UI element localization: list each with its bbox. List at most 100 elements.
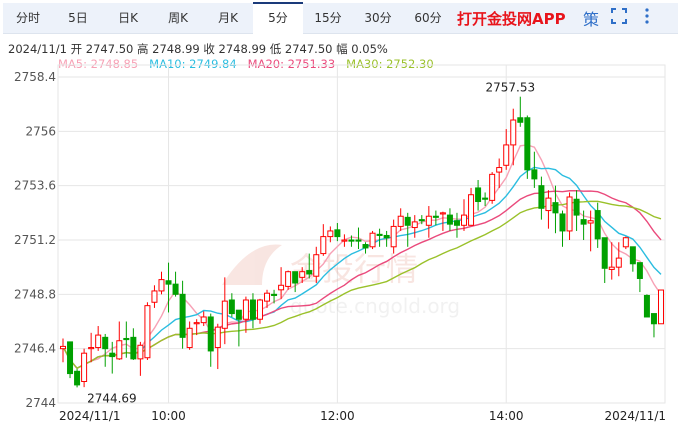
candle-body — [278, 284, 285, 291]
y-tick-label: 2756 — [25, 124, 56, 138]
candle-body — [552, 202, 559, 214]
candle-body — [531, 169, 538, 180]
ma10-line — [62, 166, 662, 370]
y-axis: 2758.4 2756 2753.6 2751.2 2748.8 2746.4 2744 — [14, 70, 56, 410]
candle-body — [475, 187, 482, 203]
candle — [348, 235, 355, 247]
candle — [362, 242, 369, 254]
candle-body — [116, 340, 123, 360]
candle — [601, 237, 608, 284]
candle — [95, 326, 102, 351]
candle-body — [130, 336, 137, 360]
candle-body — [320, 236, 327, 255]
candle-body — [643, 294, 650, 318]
candle-body — [658, 289, 664, 325]
fullscreen-icon[interactable] — [605, 8, 633, 28]
candle — [411, 215, 418, 238]
tab-weekly-k[interactable]: 周K — [168, 10, 188, 25]
tab-5min[interactable]: 5分 — [253, 2, 303, 34]
candle — [158, 271, 165, 295]
watermark: 金投行情 quote.cngold.org — [222, 244, 460, 318]
candle — [580, 210, 587, 240]
x-tick-label: 12:00 — [320, 409, 355, 423]
candle-body — [362, 244, 369, 249]
candle-body — [594, 210, 601, 240]
candle — [545, 190, 552, 229]
candle — [608, 242, 615, 280]
x-axis: 2024/11/1 10:00 12:00 14:00 2024/11/1 — [59, 409, 666, 423]
candle-body — [622, 237, 629, 248]
candle-body — [545, 197, 552, 212]
candle — [292, 271, 299, 293]
tab-fenshi[interactable]: 分时 — [15, 10, 40, 25]
candle — [468, 187, 475, 226]
candle-body — [524, 117, 531, 171]
candle-body — [235, 309, 242, 320]
tab-daily-k[interactable]: 日K — [118, 10, 138, 25]
candle-body — [200, 316, 207, 324]
candle — [355, 227, 362, 250]
candle — [327, 226, 334, 243]
candle-body — [566, 196, 573, 232]
candle — [341, 234, 348, 247]
candle — [116, 321, 123, 360]
candle — [383, 230, 390, 247]
candle — [67, 341, 74, 379]
candle-body — [383, 234, 390, 239]
tab-monthly-k[interactable]: 月K — [218, 10, 238, 25]
tab-5day[interactable]: 5日 — [68, 10, 88, 25]
open-app-link[interactable]: 打开金投网APP — [457, 9, 566, 28]
max-label: 2757.53 — [485, 81, 535, 95]
candle — [503, 129, 510, 170]
candle-body — [327, 230, 334, 238]
candle-body — [95, 334, 102, 349]
candle-body — [580, 219, 587, 225]
candle-body — [650, 313, 657, 325]
candle-body — [629, 246, 636, 265]
candle-body — [517, 117, 524, 123]
candle-body — [615, 257, 622, 268]
candle — [369, 230, 376, 250]
change-value: 0.05% — [351, 42, 388, 56]
candle — [88, 332, 95, 363]
watermark-cn: 金投行情 — [290, 250, 418, 288]
tab-60min[interactable]: 60分 — [414, 10, 442, 25]
high-value: 2748.99 — [152, 42, 200, 56]
candle — [510, 108, 517, 166]
candle — [489, 172, 496, 204]
candle-body — [446, 214, 453, 225]
candle-body — [151, 290, 158, 303]
candle — [531, 151, 538, 188]
candle — [622, 236, 629, 250]
candle-body — [221, 300, 228, 329]
more-vertical-icon[interactable] — [633, 8, 661, 28]
candle — [123, 321, 130, 358]
candle — [446, 208, 453, 231]
candle-body — [88, 347, 95, 350]
tab-30min[interactable]: 30分 — [364, 10, 392, 25]
candle — [559, 210, 566, 247]
candle-body — [264, 292, 271, 302]
candle — [320, 224, 327, 256]
watermark-url: quote.cngold.org — [290, 294, 460, 318]
candle-body — [601, 237, 608, 269]
period-tabs: 分时 5日 日K 周K 月K 5分 15分 30分 60分 打开金投网APP 策 — [3, 2, 678, 34]
candle-body — [510, 119, 517, 146]
strategy-icon[interactable]: 策 — [582, 10, 599, 29]
candle-body — [334, 229, 341, 238]
candle-body — [271, 293, 278, 296]
tab-15min[interactable]: 15分 — [314, 10, 342, 25]
candle — [594, 202, 601, 248]
ma-legend: MA5: 2748.85 MA10: 2749.84 MA20: 2751.33… — [58, 57, 434, 71]
candle-body — [67, 341, 74, 375]
candle — [313, 246, 320, 284]
y-tick-label: 2746.4 — [14, 342, 56, 356]
candle — [102, 333, 109, 367]
candle-body — [109, 352, 116, 358]
candle-body — [306, 270, 313, 275]
candle-body — [376, 233, 383, 236]
candle-body — [468, 194, 475, 226]
candle-body — [587, 220, 594, 224]
candle-body — [186, 327, 193, 349]
